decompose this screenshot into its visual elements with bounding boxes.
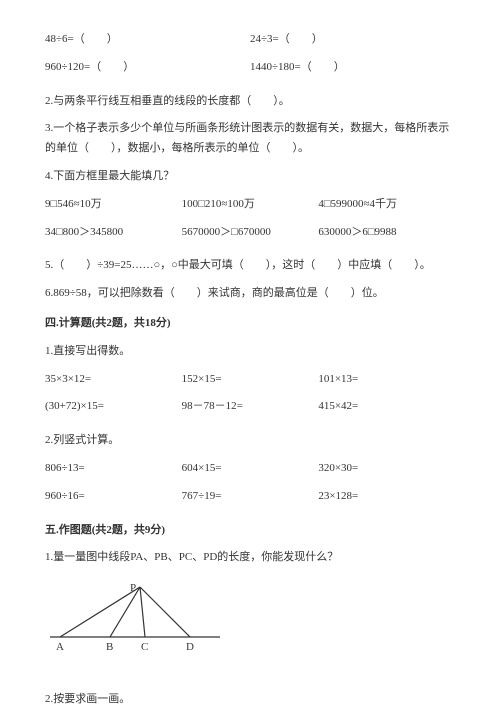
expr-48-6: 48÷6=（ ） xyxy=(45,30,250,50)
s4r3-a: 806÷13= xyxy=(45,459,182,479)
s4r4-b: 767÷19= xyxy=(182,487,319,507)
question-5: 5.（ ）÷39=25……○，○中最大可填（ ），这时（ ）中应填（ ）。 xyxy=(45,256,455,276)
question-6: 6.869÷58，可以把除数看（ ）来试商，商的最高位是（ ）位。 xyxy=(45,284,455,304)
svg-text:D: D xyxy=(186,641,194,653)
s4r2-b: 98－78－12= xyxy=(182,397,319,417)
svg-text:P: P xyxy=(130,582,136,594)
s4r3-c: 320×30= xyxy=(318,459,455,479)
expr-24-3: 24÷3=（ ） xyxy=(250,30,455,50)
question-3: 3.一个格子表示多少个单位与所画条形统计图表示的数据有关，数据大，每格所表示的单… xyxy=(45,119,455,159)
expr-1440-180: 1440÷180=（ ） xyxy=(250,58,455,78)
s4r1-c: 101×13= xyxy=(318,370,455,390)
section-5-title: 五.作图题(共2题，共9分) xyxy=(45,521,455,541)
s4r4-a: 960÷16= xyxy=(45,487,182,507)
q4-r2-c: 630000＞6□9988 xyxy=(318,223,455,243)
svg-text:C: C xyxy=(141,641,148,653)
q4-r2-a: 34□800＞345800 xyxy=(45,223,182,243)
s4r3-b: 604×15= xyxy=(182,459,319,479)
q4-r1-b: 100□210≈100万 xyxy=(182,195,319,215)
geometry-diagram: P A B C D xyxy=(45,582,455,670)
s4r2-c: 415×42= xyxy=(318,397,455,417)
s4r2-a: (30+72)×15= xyxy=(45,397,182,417)
sec4-q2: 2.列竖式计算。 xyxy=(45,431,455,451)
s4r4-c: 23×128= xyxy=(318,487,455,507)
svg-text:A: A xyxy=(56,641,64,653)
s4r1-b: 152×15= xyxy=(182,370,319,390)
svg-text:B: B xyxy=(106,641,113,653)
q4-r2-b: 5670000＞□670000 xyxy=(182,223,319,243)
expr-960-120: 960÷120=（ ） xyxy=(45,58,250,78)
s4r1-a: 35×3×12= xyxy=(45,370,182,390)
question-2: 2.与两条平行线互相垂直的线段的长度都（ ）。 xyxy=(45,92,455,112)
question-4: 4.下面方框里最大能填几？ xyxy=(45,167,455,187)
section-4-title: 四.计算题(共2题，共18分) xyxy=(45,314,455,334)
sec5-q1: 1.量一量图中线段PA、PB、PC、PD的长度，你能发现什么？ xyxy=(45,548,455,568)
q4-r1-c: 4□599000≈4千万 xyxy=(318,195,455,215)
q4-r1-a: 9□546≈10万 xyxy=(45,195,182,215)
sec4-q1: 1.直接写出得数。 xyxy=(45,342,455,362)
